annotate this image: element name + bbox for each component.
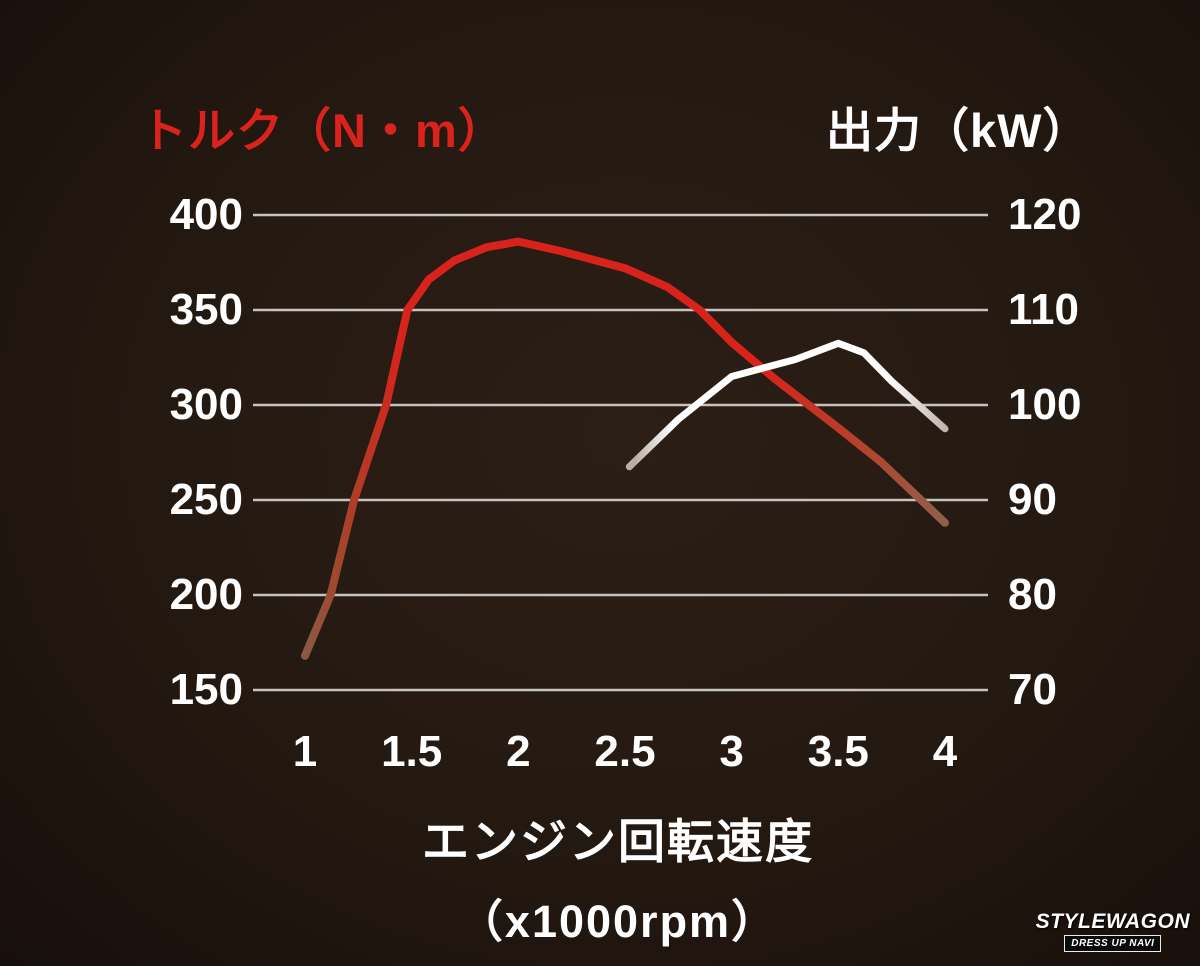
torque-tick-350: 350 (169, 285, 243, 334)
power-tick-100: 100 (1008, 380, 1082, 429)
torque-tick-200: 200 (169, 570, 243, 619)
logo-wordmark: STYLEWAGON (1035, 909, 1190, 933)
torque-tick-150: 150 (169, 665, 243, 714)
torque-axis-title: トルク（N・m） (140, 104, 506, 157)
x-axis-title-line2: （x1000rpm） (457, 896, 779, 947)
power-tick-110: 110 (1008, 285, 1079, 334)
rpm-tick-2: 2 (506, 727, 531, 776)
power-kw-curve (625, 339, 949, 471)
gridlines (253, 213, 988, 692)
power-tick-80: 80 (1008, 570, 1057, 619)
logo-badge: DRESS UP NAVI (1064, 935, 1162, 952)
rpm-tick-4: 4 (932, 727, 958, 776)
stylewagon-logo: STYLEWAGON DRESS UP NAVI (1036, 910, 1190, 952)
rpm-tick-1: 1 (292, 727, 318, 776)
x-axis-title-line1: エンジン回転速度 (422, 815, 814, 868)
power-tick-70: 70 (1008, 665, 1057, 714)
power-axis-title: 出力（kW） (826, 104, 1091, 157)
power-tick-90: 90 (1008, 475, 1057, 524)
torque-tick-300: 300 (169, 380, 243, 429)
rpm-tick-1.5: 1.5 (381, 727, 443, 776)
torque-tick-250: 250 (169, 475, 243, 524)
power-tick-120: 120 (1008, 190, 1082, 239)
rpm-tick-3: 3 (719, 727, 744, 776)
curves (301, 237, 949, 660)
rpm-tick-3.5: 3.5 (807, 727, 869, 776)
rpm-tick-2.5: 2.5 (594, 727, 656, 776)
torque-nm-curve (301, 237, 949, 660)
torque-tick-400: 400 (169, 190, 243, 239)
